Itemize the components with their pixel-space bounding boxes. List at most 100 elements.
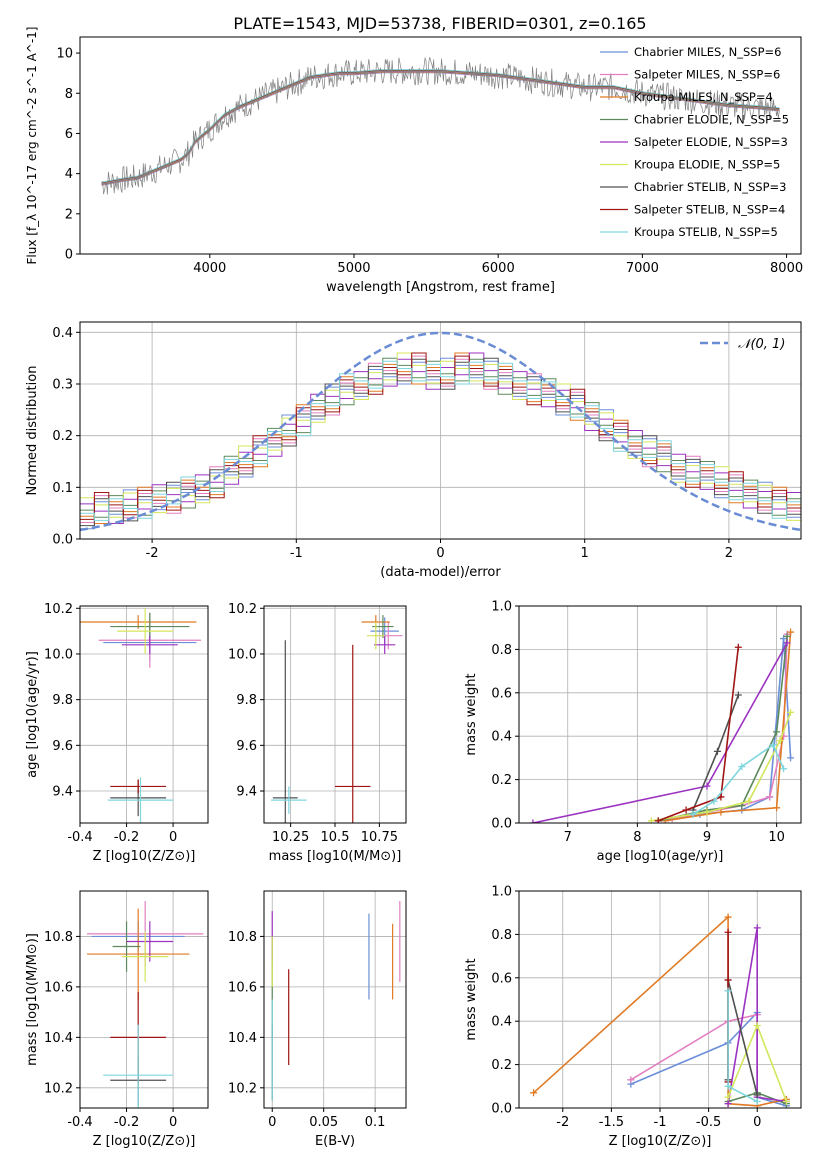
x-tick-label: 0: [436, 546, 444, 561]
y-tick-label: 10.6: [44, 980, 73, 995]
y-tick-label: 0.8: [491, 928, 512, 943]
plot-area: [101, 56, 780, 195]
x-tick-label: -0.4: [67, 830, 92, 845]
plot-area: [80, 331, 801, 532]
x-tick-label: 0: [753, 1115, 761, 1130]
x-tick-label: 10.5: [321, 830, 350, 845]
weight-series-marker: [689, 810, 697, 818]
y-tick-label: 2: [65, 207, 73, 222]
x-tick-label: 0: [268, 1115, 276, 1130]
legend-entry: Salpeter MILES, N_SSP=6: [634, 68, 780, 82]
weight-series-marker: [529, 819, 537, 823]
weight-series-marker: [783, 632, 791, 640]
weight-series-marker: [530, 1089, 538, 1097]
chart-weight_vs_age: 7 8 9 10 0.0 0.2 0.4 0.6 0.8 1.0 age [log10(age/yr…: [464, 600, 802, 864]
x-tick-label: 0.05: [309, 1115, 338, 1130]
x-tick-label: -1: [654, 1115, 667, 1130]
y-tick-label: 8: [65, 87, 73, 102]
x-axis-label: mass [log10(M/M⊙)]: [269, 849, 402, 864]
weight-series-marker: [787, 708, 795, 716]
y-tick-label: 10.8: [228, 930, 257, 945]
x-axis-label: wavelength [Angstrom, rest frame]: [326, 280, 555, 295]
y-tick-label: 0.4: [491, 1015, 512, 1030]
plot-area: [529, 628, 795, 823]
weight-series-marker: [682, 806, 690, 814]
chart-age_vs_Z: -0.4 -0.2 0 9.4 9.6 9.8 10.0 10.2 Z [log10(Z/Z⊙)…: [25, 602, 209, 864]
errorbar-point: [86, 908, 190, 1000]
y-axis-label: age [log10(age/yr)]: [25, 651, 40, 778]
x-axis-label: Z [log10(Z/Z⊙)]: [93, 1134, 196, 1149]
x-tick-label: 6000: [482, 261, 515, 276]
errorbar-point: [110, 779, 167, 794]
chart-mass_vs_Z: -0.4 -0.2 0 10.2 10.4 10.6 10.8 Z [log10(Z/Z⊙)]…: [25, 890, 209, 1149]
x-tick-label: -1.5: [599, 1115, 624, 1130]
y-tick-label: 10.0: [44, 647, 73, 662]
weight-series-marker: [766, 793, 774, 801]
y-tick-label: 0.6: [491, 971, 512, 986]
y-axis-label: mass weight: [464, 673, 479, 755]
weight-series-marker: [753, 1097, 761, 1105]
weight-series-marker: [773, 804, 781, 812]
errorbar-point: [103, 1024, 174, 1108]
x-axis-label: Z [log10(Z/Z⊙)]: [609, 1134, 712, 1149]
weight-series-marker: [753, 1091, 761, 1099]
errorbar-point: [126, 921, 174, 962]
weight-series-line: [727, 927, 787, 1104]
y-tick-label: 10.4: [44, 1031, 73, 1046]
y-tick-label: 0.0: [52, 533, 73, 548]
y-tick-label: 0.1: [52, 481, 73, 496]
errorbar-point: [117, 608, 174, 654]
weight-series-marker: [654, 817, 662, 823]
x-tick-label: 10: [768, 830, 785, 845]
x-axis-label: (data-model)/error: [380, 565, 501, 580]
y-tick-label: 10.2: [228, 602, 257, 617]
weight-series-line: [665, 631, 792, 822]
weight-series-marker: [724, 928, 732, 936]
weight-series-line: [651, 712, 792, 822]
plot-area: [271, 615, 403, 823]
y-tick-label: 1.0: [491, 885, 512, 900]
x-tick-label: -0.2: [114, 830, 139, 845]
chart-weight_vs_Z: -2 -1.5 -1 -0.5 0 0.0 0.2 0.4 0.6 0.8 1.0 Z [log10(…: [464, 885, 802, 1149]
x-tick-label: 7: [564, 830, 572, 845]
x-tick-label: 0.1: [365, 1115, 386, 1130]
errorbar-point: [374, 635, 396, 654]
weight-series-marker: [647, 817, 655, 823]
spectrum-legend: Chabrier MILES, N_SSP=6 Salpeter MILES, N…: [600, 45, 789, 239]
x-tick-label: 10.25: [272, 830, 309, 845]
plot-area: [271, 901, 401, 1101]
x-axis-label: Z [log10(Z/Z⊙)]: [93, 849, 196, 864]
errorbar-point: [121, 635, 178, 654]
y-tick-label: 0.4: [52, 326, 73, 341]
weight-series-marker: [724, 1100, 732, 1108]
x-tick-label: -0.5: [696, 1115, 721, 1130]
residual-histogram: [80, 360, 801, 521]
x-tick-label: 8: [633, 830, 641, 845]
plot-area: [80, 608, 202, 823]
y-tick-label: 10.8: [44, 930, 73, 945]
weight-series-marker: [710, 797, 718, 805]
x-tick-label: 2: [725, 546, 733, 561]
chart-residuals: 𝒩(0, 1) -2 -1 0 1 2 0.0 0.1 0.2 0.3 0.4 (data-model…: [25, 321, 802, 580]
legend-entry: Chabrier ELODIE, N_SSP=5: [634, 113, 789, 127]
weight-series-line: [532, 642, 788, 823]
y-tick-label: 4: [65, 167, 73, 182]
legend-entry: Salpeter STELIB, N_SSP=4: [634, 203, 785, 217]
weight-series-marker: [717, 793, 725, 801]
weight-series-marker: [703, 808, 711, 816]
weight-series-marker: [724, 976, 732, 984]
weight-series-marker: [769, 741, 777, 749]
weight-series-marker: [734, 643, 742, 651]
weight-series-marker: [703, 782, 711, 790]
legend-entry: Kroupa STELIB, N_SSP=5: [634, 225, 778, 239]
y-tick-label: 10.2: [44, 1081, 73, 1096]
y-tick-label: 10.0: [228, 647, 257, 662]
errorbar-point: [335, 644, 371, 823]
x-tick-label: 8000: [770, 261, 803, 276]
y-tick-label: 9.8: [52, 693, 73, 708]
x-tick-label: 10.75: [361, 830, 398, 845]
weight-series-marker: [724, 913, 732, 921]
x-tick-label: -2: [146, 546, 159, 561]
plot-area: [530, 913, 790, 1108]
